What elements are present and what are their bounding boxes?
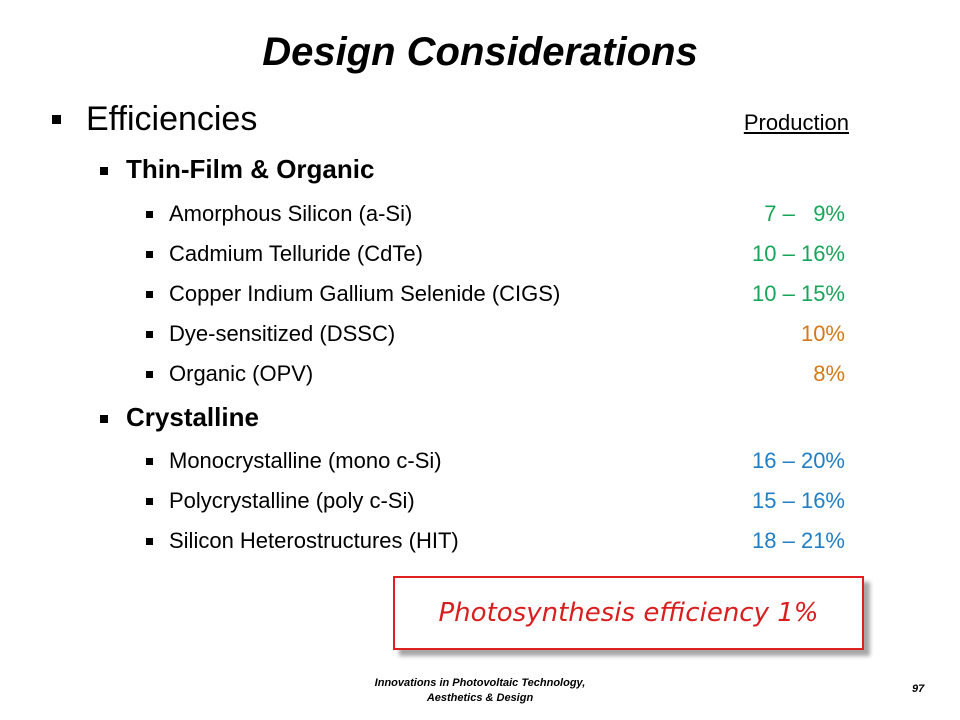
item-label: Copper Indium Gallium Selenide (CIGS) — [169, 281, 561, 306]
item-efficiency: 7 – 9% — [764, 201, 845, 226]
list-item: Monocrystalline (mono c-Si) 16 – 20% — [0, 448, 960, 484]
list-item: Copper Indium Gallium Selenide (CIGS) 10… — [0, 281, 960, 317]
list-item: Amorphous Silicon (a-Si) 7 – 9% — [0, 201, 960, 237]
section-efficiencies: Efficiencies Production — [0, 100, 960, 138]
list-item: Organic (OPV) 8% — [0, 361, 960, 397]
group-crystalline: Crystalline — [0, 402, 960, 438]
item-efficiency: 10 – 15% — [752, 281, 845, 306]
item-label: Monocrystalline (mono c-Si) — [169, 448, 442, 473]
square-bullet-icon — [146, 538, 153, 545]
section-label: Efficiencies — [86, 100, 258, 138]
square-bullet-icon — [146, 458, 153, 465]
page-number: 97 — [912, 683, 925, 695]
list-item: Dye-sensitized (DSSC) 10% — [0, 321, 960, 357]
footer-line: Innovations in Photovoltaic Technology, — [374, 677, 586, 689]
square-bullet-icon — [146, 251, 153, 258]
item-label: Dye-sensitized (DSSC) — [169, 321, 396, 346]
footer-title: Innovations in Photovoltaic Technology, … — [330, 676, 630, 706]
item-label: Organic (OPV) — [169, 361, 314, 386]
callout-text: Photosynthesis efficiency 1% — [438, 598, 819, 628]
item-efficiency: 10 – 16% — [752, 241, 845, 266]
square-bullet-icon — [146, 211, 153, 218]
item-efficiency: 16 – 20% — [752, 448, 845, 473]
group-thin-film: Thin-Film & Organic — [0, 154, 960, 190]
footer-line: Aesthetics & Design — [426, 692, 534, 704]
column-header-production: Production — [743, 110, 849, 135]
list-item: Cadmium Telluride (CdTe) 10 – 16% — [0, 241, 960, 277]
square-bullet-icon — [100, 167, 108, 175]
square-bullet-icon — [146, 291, 153, 298]
square-bullet-icon — [146, 331, 153, 338]
group-label: Thin-Film & Organic — [126, 154, 375, 184]
item-efficiency: 10% — [800, 321, 845, 346]
slide-title: Design Considerations — [262, 30, 698, 74]
item-efficiency: 15 – 16% — [752, 488, 845, 513]
group-label: Crystalline — [126, 402, 259, 432]
square-bullet-icon — [146, 498, 153, 505]
item-label: Silicon Heterostructures (HIT) — [169, 528, 459, 553]
square-bullet-icon — [100, 415, 108, 423]
item-label: Amorphous Silicon (a-Si) — [169, 201, 413, 226]
item-efficiency: 18 – 21% — [752, 528, 845, 553]
square-bullet-icon — [52, 115, 61, 124]
list-item: Polycrystalline (poly c-Si) 15 – 16% — [0, 488, 960, 524]
item-label: Polycrystalline (poly c-Si) — [169, 488, 415, 513]
callout-box: Photosynthesis efficiency 1% — [393, 576, 864, 650]
item-label: Cadmium Telluride (CdTe) — [169, 241, 423, 266]
square-bullet-icon — [146, 371, 153, 378]
list-item: Silicon Heterostructures (HIT) 18 – 21% — [0, 528, 960, 564]
item-efficiency: 8% — [813, 361, 845, 386]
